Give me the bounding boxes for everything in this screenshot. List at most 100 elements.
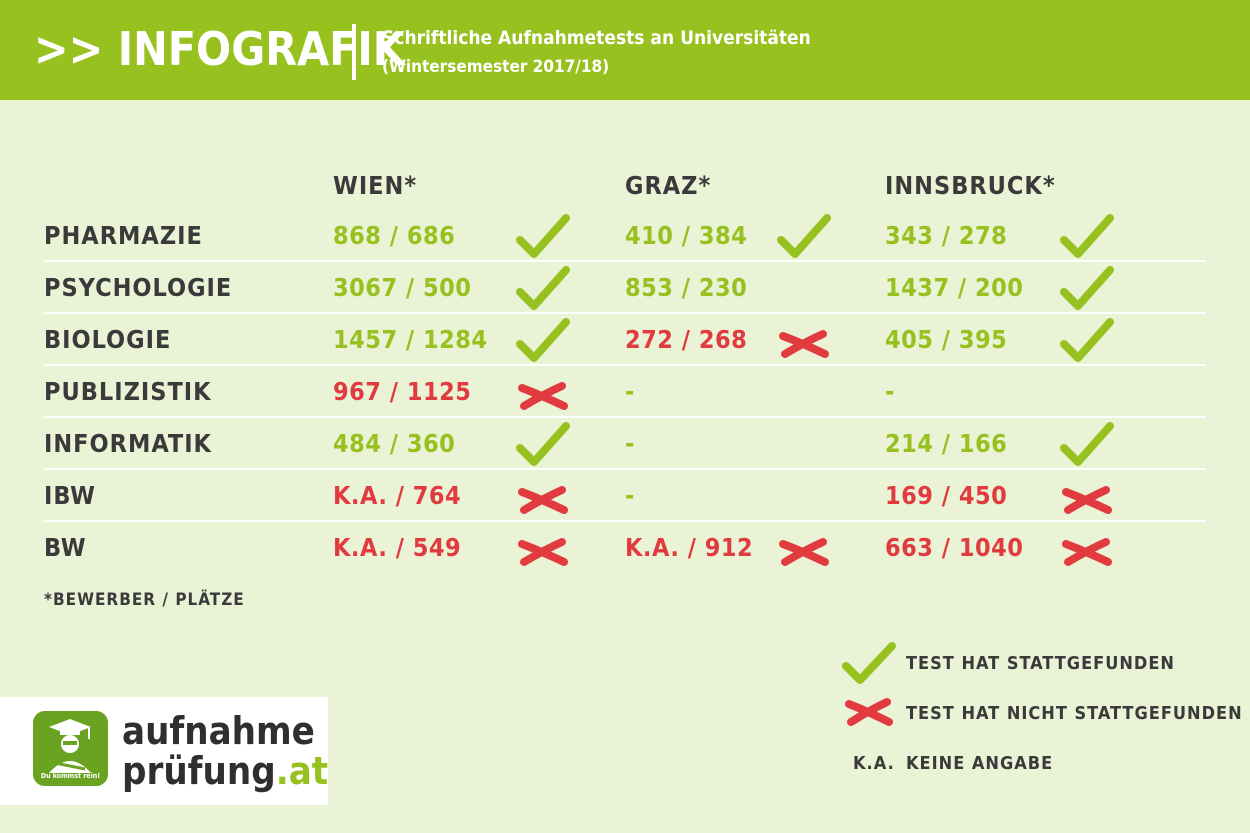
check-icon xyxy=(516,266,570,310)
cell-wien: 484 / 360 xyxy=(333,429,456,458)
check-mark xyxy=(1060,314,1114,364)
check-mark xyxy=(1060,210,1114,260)
cell-graz: K.A. / 912 xyxy=(625,533,754,562)
legend-ka-abbr: K.A. xyxy=(853,753,895,774)
cross-icon xyxy=(1062,486,1112,514)
empty-mark xyxy=(777,418,831,468)
empty-mark xyxy=(777,470,831,520)
logo-line2: prüfung.at xyxy=(122,751,328,791)
cross-icon xyxy=(779,538,829,566)
brand-title: >> INFOGRAFIK xyxy=(34,22,405,76)
app-icon: Du kommst rein! xyxy=(33,711,108,786)
row-label: BW xyxy=(44,533,87,562)
cell-innsbruck: - xyxy=(885,377,895,406)
cross-icon xyxy=(779,330,829,358)
empty-mark xyxy=(1060,366,1114,416)
table-row: BIOLOGIE 1457 / 1284 272 / 268 405 / 395 xyxy=(44,314,1206,366)
row-label: INFORMATIK xyxy=(44,429,212,458)
legend-cross-label: TEST HAT NICHT STATTGEFUNDEN xyxy=(906,703,1243,724)
table-row: BW K.A. / 549 K.A. / 912 663 / 1040 xyxy=(44,522,1206,574)
legend-cross-icon-wrap xyxy=(844,696,894,728)
check-mark xyxy=(1060,262,1114,312)
legend-check-label: TEST HAT STATTGEFUNDEN xyxy=(906,653,1175,674)
check-icon xyxy=(1060,318,1114,362)
cross-icon xyxy=(518,486,568,514)
row-label: PHARMAZIE xyxy=(44,221,203,250)
row-divider xyxy=(44,260,1206,262)
cell-graz: 410 / 384 xyxy=(625,221,748,250)
cell-innsbruck: 214 / 166 xyxy=(885,429,1008,458)
table-row: PHARMAZIE 868 / 686 410 / 384 343 / 278 xyxy=(44,210,1206,262)
check-mark xyxy=(516,314,570,364)
cross-mark xyxy=(1060,522,1114,572)
app-tagline: Du kommst rein! xyxy=(40,772,101,780)
row-divider xyxy=(44,520,1206,522)
check-icon xyxy=(842,642,896,684)
cell-innsbruck: 169 / 450 xyxy=(885,481,1008,510)
legend-ka-label: KEINE ANGABE xyxy=(906,753,1054,774)
cross-icon xyxy=(518,382,568,410)
row-label: IBW xyxy=(44,481,96,510)
cross-mark xyxy=(516,522,570,572)
cross-mark xyxy=(777,314,831,364)
check-mark xyxy=(777,210,831,260)
cell-wien: K.A. / 549 xyxy=(333,533,462,562)
empty-mark xyxy=(777,366,831,416)
page-title: Schriftliche Aufnahmetests an Universitä… xyxy=(382,27,811,49)
cell-graz: - xyxy=(625,377,635,406)
row-divider xyxy=(44,312,1206,314)
header-divider xyxy=(352,24,356,80)
cell-innsbruck: 663 / 1040 xyxy=(885,533,1024,562)
empty-mark xyxy=(777,262,831,312)
cell-innsbruck: 405 / 395 xyxy=(885,325,1008,354)
check-icon xyxy=(1060,422,1114,466)
cell-wien: 868 / 686 xyxy=(333,221,456,250)
footnote: *BEWERBER / PLÄTZE xyxy=(44,590,245,610)
check-icon xyxy=(516,318,570,362)
row-label: PUBLIZISTIK xyxy=(44,377,212,406)
cross-icon xyxy=(845,698,893,726)
page-subtitle: (Wintersemester 2017/18) xyxy=(382,57,610,77)
check-icon xyxy=(777,214,831,258)
check-icon xyxy=(516,214,570,258)
cell-wien: K.A. / 764 xyxy=(333,481,462,510)
cell-graz: 272 / 268 xyxy=(625,325,748,354)
logo-line1: aufnahme xyxy=(122,709,315,753)
cross-mark xyxy=(1060,470,1114,520)
column-header-graz: GRAZ* xyxy=(625,171,712,200)
cell-wien: 3067 / 500 xyxy=(333,273,472,302)
table-row: PUBLIZISTIK 967 / 1125 - - xyxy=(44,366,1206,418)
header-banner: >> INFOGRAFIK Schriftliche Aufnahmetests… xyxy=(0,0,1250,100)
legend-check-icon-wrap xyxy=(842,642,896,686)
column-header-wien: WIEN* xyxy=(333,171,418,200)
cell-wien: 967 / 1125 xyxy=(333,377,472,406)
table-row: IBW K.A. / 764 - 169 / 450 xyxy=(44,470,1206,522)
cell-graz: 853 / 230 xyxy=(625,273,748,302)
check-icon xyxy=(516,422,570,466)
cell-graz: - xyxy=(625,429,635,458)
cell-innsbruck: 1437 / 200 xyxy=(885,273,1024,302)
check-mark xyxy=(516,418,570,468)
cell-graz: - xyxy=(625,481,635,510)
check-mark xyxy=(1060,418,1114,468)
row-label: PSYCHOLOGIE xyxy=(44,273,233,302)
row-label: BIOLOGIE xyxy=(44,325,172,354)
cross-mark xyxy=(516,366,570,416)
cross-icon xyxy=(1062,538,1112,566)
cross-mark xyxy=(777,522,831,572)
cross-mark xyxy=(516,470,570,520)
graduate-icon xyxy=(33,711,108,786)
row-divider xyxy=(44,364,1206,366)
check-mark xyxy=(516,262,570,312)
check-mark xyxy=(516,210,570,260)
row-divider xyxy=(44,468,1206,470)
row-divider xyxy=(44,416,1206,418)
brand-logo: Du kommst rein! aufnahme prüfung.at xyxy=(0,697,328,805)
logo-line2-main: prüfung xyxy=(122,749,276,793)
cell-wien: 1457 / 1284 xyxy=(333,325,488,354)
column-header-innsbruck: INNSBRUCK* xyxy=(885,171,1056,200)
logo-line2-accent: .at xyxy=(275,749,329,793)
table-row: INFORMATIK 484 / 360 - 214 / 166 xyxy=(44,418,1206,470)
table-row: PSYCHOLOGIE 3067 / 500 853 / 230 1437 / … xyxy=(44,262,1206,314)
cell-innsbruck: 343 / 278 xyxy=(885,221,1008,250)
